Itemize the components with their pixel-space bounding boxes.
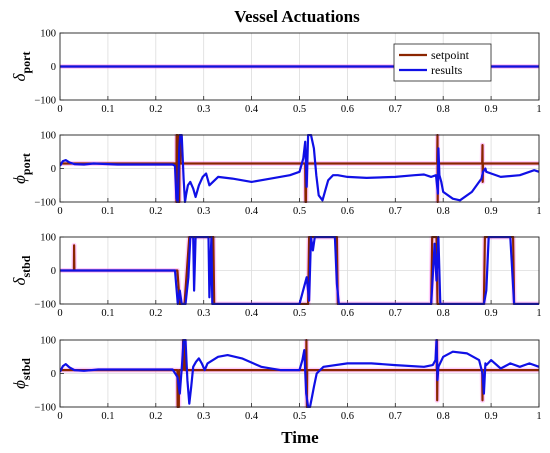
results-line	[60, 134, 539, 203]
x-tick-label: 0.6	[341, 206, 354, 217]
subplot-3: 0 0.1 0.2 0.3 0.4 0.5 0.6 0.7 0.8 0.9 11000−100δst…	[10, 233, 542, 320]
y-tick-label: −100	[34, 198, 56, 209]
results-line	[60, 339, 539, 408]
x-tick-label: 0.3	[197, 104, 210, 115]
x-tick-label: 0.8	[437, 411, 450, 422]
y-axis-label: ϕstbd	[10, 358, 33, 389]
y-tick-label: 0	[51, 266, 56, 277]
x-tick-label: 1	[536, 206, 541, 217]
x-tick-label: 0.6	[341, 308, 354, 319]
y-tick-label: −100	[34, 403, 56, 414]
x-tick-label: 0.3	[197, 206, 210, 217]
y-tick-label: 0	[51, 164, 56, 175]
x-tick-label: 0.5	[293, 308, 306, 319]
axes-frame	[59, 134, 540, 203]
x-tick-label: 0.7	[389, 411, 402, 422]
x-tick-label: 0.2	[149, 104, 162, 115]
chart-title: Vessel Actuations	[234, 7, 360, 26]
y-tick-label: 100	[40, 131, 56, 142]
x-tick-label: 0.3	[197, 411, 210, 422]
x-tick-label: 0.7	[389, 104, 402, 115]
x-tick-label: 0.9	[485, 206, 498, 217]
x-tick-label: 0	[57, 104, 62, 115]
subplot-2: 0 0.1 0.2 0.3 0.4 0.5 0.6 0.7 0.8 0.9 11000−100ϕpo…	[10, 131, 542, 218]
x-tick-label: 0.1	[101, 206, 114, 217]
x-tick-label: 0.8	[437, 206, 450, 217]
axes-frame	[59, 32, 540, 101]
x-tick-label: 0	[57, 206, 62, 217]
x-tick-label: 0.7	[389, 206, 402, 217]
y-axis-label: δstbd	[10, 255, 33, 285]
x-tick-label: 0	[57, 411, 62, 422]
y-tick-label: 100	[40, 336, 56, 347]
legend-box	[393, 43, 492, 82]
x-tick-label: 0.2	[149, 308, 162, 319]
setpoint-line	[60, 134, 539, 203]
x-tick-label: 0.7	[389, 308, 402, 319]
y-tick-label: 0	[51, 62, 56, 73]
y-tick-label: 0	[51, 369, 56, 380]
x-tick-label: 0.6	[341, 104, 354, 115]
x-tick-label: 0.9	[485, 308, 498, 319]
x-tick-label: 0.5	[293, 411, 306, 422]
y-tick-label: 100	[40, 233, 56, 244]
x-tick-label: 0.8	[437, 308, 450, 319]
x-tick-label: 0.5	[293, 104, 306, 115]
y-tick-label: 100	[40, 29, 56, 40]
x-tick-label: 0.4	[245, 308, 259, 319]
plot-area	[60, 134, 539, 203]
x-tick-label: 1	[536, 104, 541, 115]
x-tick-label: 0.4	[245, 104, 259, 115]
x-tick-label: 0.6	[341, 411, 354, 422]
legend-label-setpoint: setpoint	[431, 48, 470, 62]
x-tick-label: 0.2	[149, 206, 162, 217]
x-axis-label: Time	[281, 428, 319, 447]
y-tick-label: −100	[34, 300, 56, 311]
axes-frame	[59, 236, 540, 305]
subplot-panels: 0 0.1 0.2 0.3 0.4 0.5 0.6 0.7 0.8 0.9 11000−100δpo…	[10, 29, 542, 423]
x-tick-label: 0.9	[485, 104, 498, 115]
x-tick-label: 0.5	[293, 206, 306, 217]
x-tick-label: 0.4	[245, 206, 259, 217]
x-tick-label: 1	[536, 411, 541, 422]
x-tick-label: 0.3	[197, 308, 210, 319]
x-tick-label: 1	[536, 308, 541, 319]
x-tick-label: 0.4	[245, 411, 259, 422]
subplot-4: 0 0.1 0.2 0.3 0.4 0.5 0.6 0.7 0.8 0.9 11000−100ϕst…	[10, 336, 542, 423]
x-tick-label: 0	[57, 308, 62, 319]
legend-label-results: results	[431, 63, 463, 77]
x-tick-label: 0.1	[101, 411, 114, 422]
x-tick-label: 0.1	[101, 104, 114, 115]
y-axis-label: ϕport	[10, 153, 33, 184]
x-tick-label: 0.8	[437, 104, 450, 115]
x-tick-label: 0.2	[149, 411, 162, 422]
y-tick-label: −100	[34, 96, 56, 107]
x-tick-label: 0.9	[485, 411, 498, 422]
x-tick-label: 0.1	[101, 308, 114, 319]
y-axis-label: δport	[10, 52, 33, 82]
axes-frame	[59, 339, 540, 408]
subplot-1: 0 0.1 0.2 0.3 0.4 0.5 0.6 0.7 0.8 0.9 11000−100δpo…	[10, 29, 542, 116]
